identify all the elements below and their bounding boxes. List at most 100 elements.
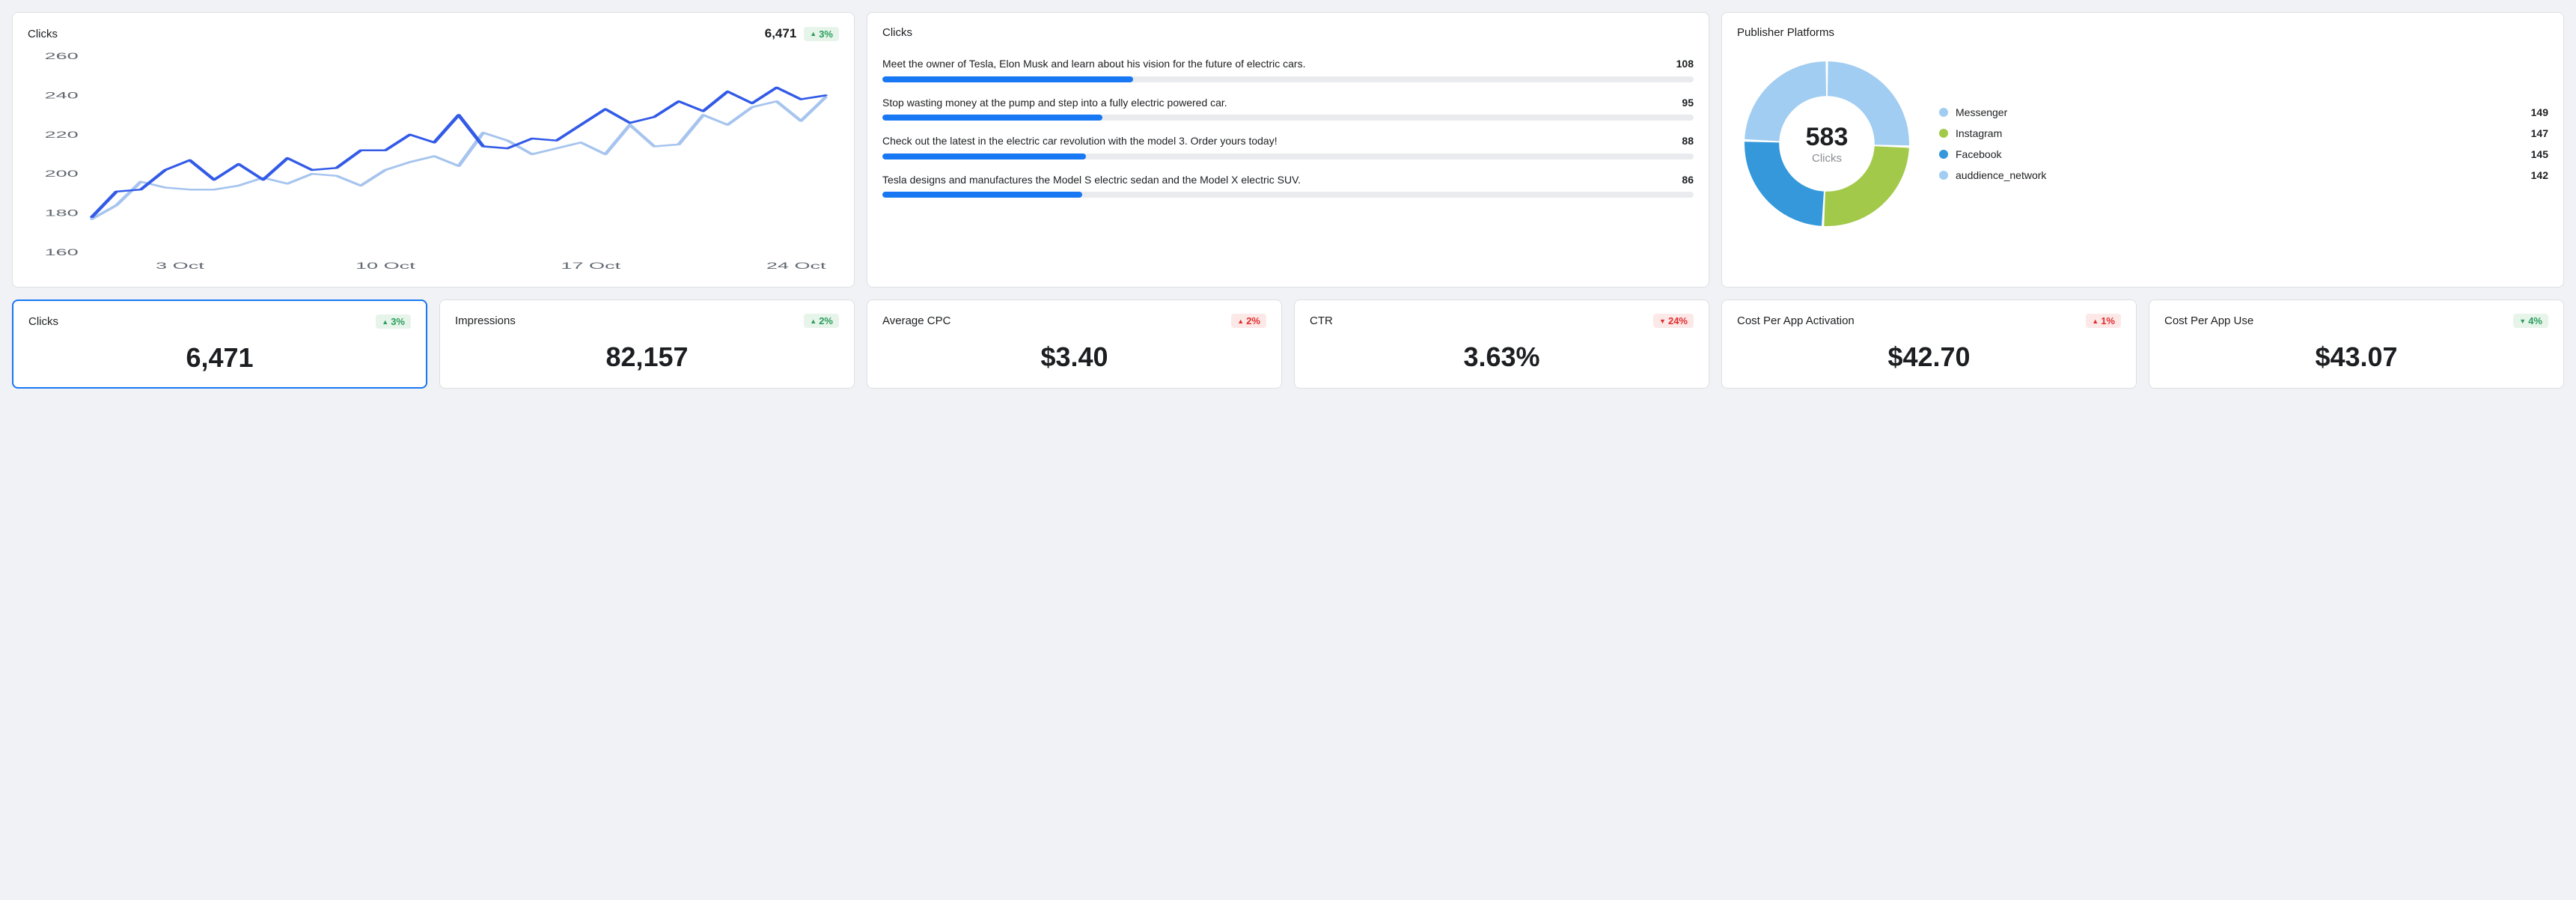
stat-card[interactable]: Clicks ▲3% 6,471 xyxy=(12,300,427,389)
legend-value: 142 xyxy=(2531,169,2548,181)
stat-delta-value: 2% xyxy=(819,315,833,326)
stat-title: Clicks xyxy=(28,315,58,328)
legend-row[interactable]: Instagram 147 xyxy=(1939,127,2548,139)
top-row: Clicks 6,471 ▲ 3% 160 180 200 220 240 260 3 Oc… xyxy=(12,12,2564,288)
svg-text:160: 160 xyxy=(45,248,79,258)
stat-card[interactable]: Cost Per App Use ▼4% $43.07 xyxy=(2149,300,2564,389)
stat-delta-badge: ▼24% xyxy=(1653,314,1694,328)
legend-label: Instagram xyxy=(1956,127,2524,139)
stat-delta-badge: ▼4% xyxy=(2513,314,2548,328)
caret-icon: ▼ xyxy=(1659,317,1666,325)
legend-swatch xyxy=(1939,150,1948,159)
dashboard: Clicks 6,471 ▲ 3% 160 180 200 220 240 260 3 Oc… xyxy=(12,12,2564,389)
legend-swatch xyxy=(1939,129,1948,138)
legend-value: 145 xyxy=(2531,148,2548,160)
caret-icon: ▼ xyxy=(2519,317,2526,325)
stat-delta-badge: ▲3% xyxy=(376,314,411,329)
stat-value: $3.40 xyxy=(882,341,1266,373)
line-chart: 1601802002202402603 Oct10 Oct17 Oct24 Oc… xyxy=(28,49,839,273)
stat-delta-value: 24% xyxy=(1668,315,1688,326)
stats-row: Clicks▲3%6,471Impressions▲2%82,157Averag… xyxy=(12,300,2564,389)
stat-card[interactable]: Impressions ▲2% 82,157 xyxy=(439,300,855,389)
chart-total: 6,471 xyxy=(765,26,797,41)
progress-fill xyxy=(882,192,1082,198)
progress-value: 108 xyxy=(1676,57,1694,72)
legend-row[interactable]: auddience_network 142 xyxy=(1939,169,2548,181)
clicks-chart-card: Clicks 6,471 ▲ 3% 160 180 200 220 240 260 3 Oc… xyxy=(12,12,855,288)
chart-title: Clicks xyxy=(28,28,58,40)
svg-text:240: 240 xyxy=(45,91,79,100)
caret-up-icon: ▲ xyxy=(810,30,817,37)
svg-text:260: 260 xyxy=(45,52,79,61)
stat-header: CTR▼24% xyxy=(1310,314,1694,328)
legend-label: auddience_network xyxy=(1956,169,2524,181)
legend-value: 149 xyxy=(2531,106,2548,118)
legend-swatch xyxy=(1939,171,1948,180)
stat-delta-badge: ▲2% xyxy=(1231,314,1266,328)
caret-icon: ▲ xyxy=(2092,317,2099,325)
legend-row[interactable]: Facebook 145 xyxy=(1939,148,2548,160)
progress-item[interactable]: Tesla designs and manufactures the Model… xyxy=(882,173,1694,198)
progress-item[interactable]: Stop wasting money at the pump and step … xyxy=(882,96,1694,121)
svg-text:180: 180 xyxy=(45,208,79,218)
svg-text:3 Oct: 3 Oct xyxy=(156,261,204,271)
stat-header: Cost Per App Use ▼4% xyxy=(2164,314,2548,328)
stat-value: 3.63% xyxy=(1310,341,1694,373)
stat-delta-value: 1% xyxy=(2101,315,2115,326)
stat-card[interactable]: Cost Per App Activation▲1%$42.70 xyxy=(1721,300,2137,389)
line-chart-svg: 1601802002202402603 Oct10 Oct17 Oct24 Oc… xyxy=(28,49,839,273)
legend-row[interactable]: Messenger 149 xyxy=(1939,106,2548,118)
svg-text:220: 220 xyxy=(45,130,79,139)
stat-title: Impressions xyxy=(455,314,516,327)
progress-value: 88 xyxy=(1682,134,1694,149)
progress-item[interactable]: Check out the latest in the electric car… xyxy=(882,134,1694,159)
stat-header: Impressions ▲2% xyxy=(455,314,839,328)
progress-value: 95 xyxy=(1682,96,1694,111)
stat-delta-value: 3% xyxy=(391,316,405,327)
donut-center: 583 Clicks xyxy=(1806,123,1849,165)
list-card-header: Clicks xyxy=(882,26,1694,39)
legend-label: Messenger xyxy=(1956,106,2524,118)
svg-text:24 Oct: 24 Oct xyxy=(766,261,826,271)
progress-bar xyxy=(882,76,1694,82)
progress-bar xyxy=(882,115,1694,121)
stat-value: 6,471 xyxy=(28,342,411,374)
stat-card[interactable]: CTR▼24% 3.63% xyxy=(1294,300,1709,389)
caret-icon: ▲ xyxy=(810,317,817,325)
list-title: Clicks xyxy=(882,26,912,39)
chart-delta-badge: ▲ 3% xyxy=(804,27,839,41)
donut-center-label: Clicks xyxy=(1806,152,1849,165)
stat-value: $43.07 xyxy=(2164,341,2548,373)
caret-icon: ▲ xyxy=(1237,317,1244,325)
publisher-platforms-card: Publisher Platforms 583 Clicks Messenger… xyxy=(1721,12,2564,288)
stat-card[interactable]: Average CPC ▲2% $3.40 xyxy=(867,300,1282,389)
stat-delta-value: 2% xyxy=(1246,315,1260,326)
donut-legend: Messenger 149 Instagram 147 Facebook 145 auddi… xyxy=(1939,106,2548,181)
donut-chart: 583 Clicks xyxy=(1737,54,1917,234)
caret-icon: ▲ xyxy=(382,318,388,326)
svg-text:200: 200 xyxy=(45,169,79,179)
stat-title: Cost Per App Activation xyxy=(1737,314,1855,327)
chart-delta-value: 3% xyxy=(819,28,833,40)
stat-title: Cost Per App Use xyxy=(2164,314,2253,327)
progress-text-row: Check out the latest in the electric car… xyxy=(882,134,1694,149)
legend-label: Facebook xyxy=(1956,148,2524,160)
donut-title: Publisher Platforms xyxy=(1737,26,1834,39)
chart-card-header: Clicks 6,471 ▲ 3% xyxy=(28,26,839,41)
progress-value: 86 xyxy=(1682,173,1694,188)
legend-value: 147 xyxy=(2531,127,2548,139)
progress-text: Meet the owner of Tesla, Elon Musk and l… xyxy=(882,57,1667,72)
progress-fill xyxy=(882,115,1102,121)
progress-item[interactable]: Meet the owner of Tesla, Elon Musk and l… xyxy=(882,57,1694,82)
stat-delta-badge: ▲1% xyxy=(2086,314,2121,328)
stat-value: 82,157 xyxy=(455,341,839,373)
stat-delta-badge: ▲2% xyxy=(804,314,839,328)
progress-text-row: Stop wasting money at the pump and step … xyxy=(882,96,1694,111)
progress-text: Stop wasting money at the pump and step … xyxy=(882,96,1673,111)
stat-header: Clicks ▲3% xyxy=(28,314,411,329)
chart-header-right: 6,471 ▲ 3% xyxy=(765,26,839,41)
stat-title: Average CPC xyxy=(882,314,950,327)
clicks-list-card: Clicks Meet the owner of Tesla, Elon Mus… xyxy=(867,12,1709,288)
progress-list: Meet the owner of Tesla, Elon Musk and l… xyxy=(882,57,1694,198)
stat-header: Cost Per App Activation ▲1% xyxy=(1737,314,2121,328)
